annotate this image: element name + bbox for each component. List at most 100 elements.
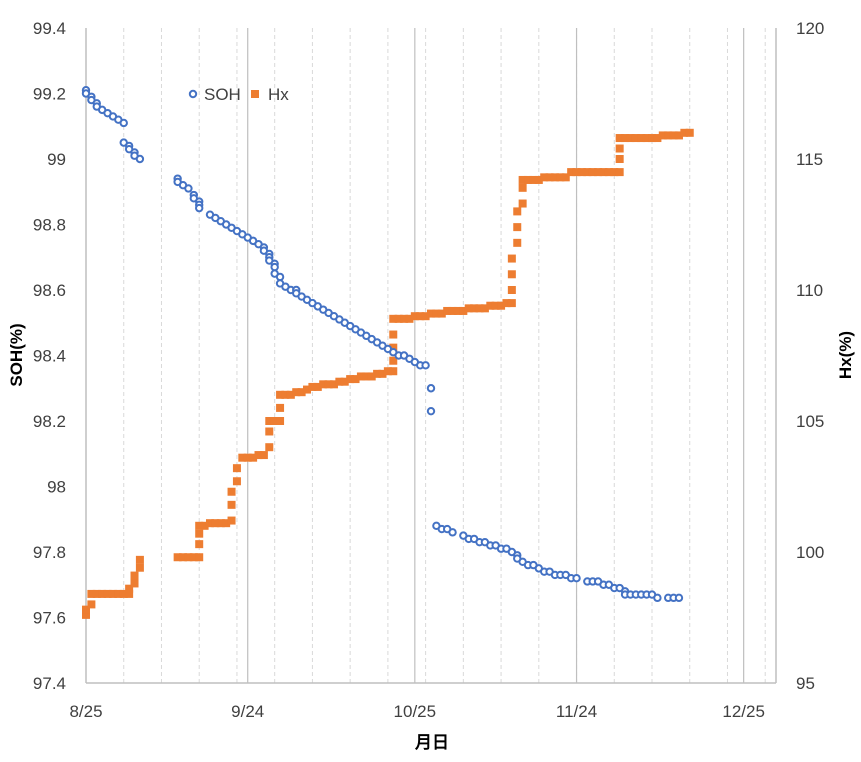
left-tick-label: 97.8 xyxy=(33,543,66,562)
hx-point xyxy=(189,553,198,562)
hx-point xyxy=(540,173,549,182)
hx-point xyxy=(313,382,322,391)
hx-point xyxy=(373,369,382,378)
hx-point xyxy=(98,589,107,598)
hx-point xyxy=(480,304,489,313)
x-tick-label: 9/24 xyxy=(231,702,264,721)
x-axis-title: 月日 xyxy=(414,733,449,752)
soh-point xyxy=(184,184,193,193)
legend-soh-label: SOH xyxy=(204,85,241,104)
hx-point xyxy=(507,299,516,308)
hx-point xyxy=(243,453,252,462)
hx-point xyxy=(82,605,90,614)
hx-point xyxy=(513,207,522,216)
left-tick-label: 98.8 xyxy=(33,216,66,235)
soh-point xyxy=(572,574,581,583)
left-axis-title: SOH(%) xyxy=(7,323,26,386)
x-tick-label: 12/25 xyxy=(722,702,765,721)
hx-point xyxy=(87,600,96,609)
legend-hx-marker xyxy=(251,90,259,98)
hx-point xyxy=(195,553,204,562)
hx-point xyxy=(421,312,430,321)
hx-point xyxy=(588,168,597,177)
hx-point xyxy=(567,168,576,177)
tick-labels: 8/25 9/24 10/25 11/24 12/25 97.4 97.6 97.8 98 98.… xyxy=(33,19,824,721)
hx-point xyxy=(572,168,581,177)
hx-point xyxy=(669,131,678,140)
hx-point xyxy=(173,553,182,562)
hx-point xyxy=(389,343,398,352)
hx-point xyxy=(583,168,592,177)
hx-point xyxy=(389,314,398,323)
soh-point xyxy=(135,154,145,164)
hx-point xyxy=(184,553,193,562)
hx-point xyxy=(664,131,673,140)
hx-point xyxy=(270,417,279,425)
hx-point xyxy=(135,563,144,572)
hx-point xyxy=(642,134,651,143)
hx-point xyxy=(550,173,559,182)
right-tick-label: 120 xyxy=(796,19,824,38)
hx-point xyxy=(416,312,425,321)
hx-point xyxy=(432,309,441,318)
soh-point xyxy=(119,118,128,128)
hx-point xyxy=(232,477,241,486)
hx-point xyxy=(637,134,646,143)
hx-point xyxy=(653,134,662,143)
hx-point xyxy=(524,175,533,184)
hx-point xyxy=(443,306,452,315)
left-tick-label: 98.2 xyxy=(33,412,66,431)
hx-point xyxy=(453,306,462,315)
hx-point xyxy=(658,131,667,140)
hx-point xyxy=(410,312,419,321)
hx-point xyxy=(599,168,608,177)
hx-point xyxy=(674,131,683,140)
right-axis-title: Hx(%) xyxy=(836,331,855,379)
hx-point xyxy=(513,223,522,232)
hx-point xyxy=(211,519,220,528)
hx-point xyxy=(400,314,409,323)
left-tick-label: 98.6 xyxy=(33,281,66,300)
hx-point xyxy=(82,610,90,619)
hx-point xyxy=(108,589,117,598)
left-tick-label: 99 xyxy=(47,150,66,169)
hx-point xyxy=(265,417,274,425)
hx-point xyxy=(259,451,268,460)
legend-soh-marker xyxy=(188,89,198,99)
hx-point xyxy=(486,301,495,310)
hx-point xyxy=(179,553,188,562)
hx-point xyxy=(405,314,414,323)
hx-point xyxy=(254,451,263,460)
hx-point xyxy=(437,309,446,318)
gridlines xyxy=(123,28,766,683)
soh-point xyxy=(421,361,430,370)
hx-point xyxy=(265,443,274,452)
right-tick-label: 105 xyxy=(796,412,824,431)
hx-point xyxy=(362,372,371,381)
hx-point xyxy=(249,453,258,462)
hx-point xyxy=(378,369,387,378)
hx-point xyxy=(346,375,355,384)
soh-point xyxy=(448,528,457,537)
hx-point xyxy=(367,372,376,381)
hx-point xyxy=(389,367,398,376)
left-tick-label: 98 xyxy=(47,478,66,497)
hx-point xyxy=(615,155,624,163)
soh-point xyxy=(426,384,436,393)
hx-point xyxy=(87,589,96,598)
hx-point xyxy=(518,199,527,208)
hx-point xyxy=(227,516,236,525)
hx-point xyxy=(195,521,204,530)
hx-point xyxy=(534,175,543,184)
soh-point xyxy=(674,593,684,603)
hx-point xyxy=(135,555,144,564)
hx-point xyxy=(329,380,338,389)
x-tick-label: 8/25 xyxy=(69,702,102,721)
hx-point xyxy=(394,314,403,323)
hx-point xyxy=(130,579,139,588)
soh-point xyxy=(275,272,285,282)
hx-point xyxy=(222,519,231,528)
hx-point xyxy=(281,390,290,399)
hx-point xyxy=(615,134,624,143)
hx-point xyxy=(265,427,274,436)
